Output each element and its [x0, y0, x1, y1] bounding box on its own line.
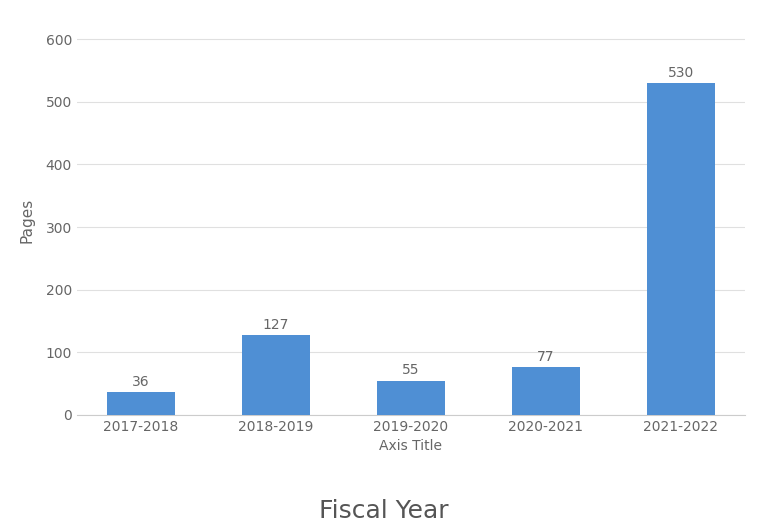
Text: 55: 55 [402, 363, 419, 377]
Text: 36: 36 [132, 375, 150, 389]
Bar [647, 83, 714, 415]
Text: 530: 530 [667, 66, 694, 80]
Y-axis label: Pages: Pages [19, 198, 35, 244]
Bar [512, 367, 580, 415]
X-axis label: Axis Title: Axis Title [379, 439, 442, 453]
Text: 127: 127 [263, 318, 289, 332]
Text: Fiscal Year: Fiscal Year [319, 498, 449, 523]
Text: 77: 77 [537, 350, 554, 363]
Bar [108, 393, 174, 415]
Bar [377, 380, 445, 415]
Bar [242, 335, 310, 415]
